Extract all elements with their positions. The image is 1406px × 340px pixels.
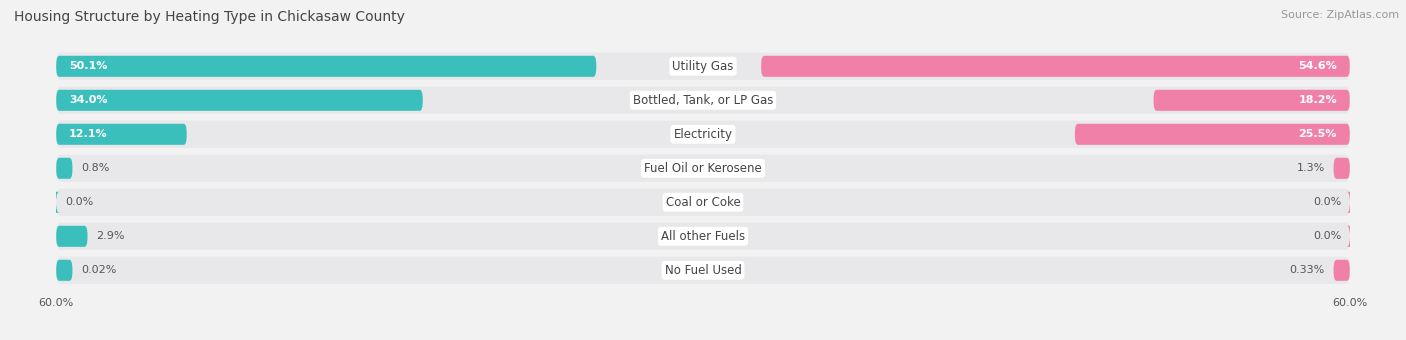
FancyBboxPatch shape bbox=[1333, 260, 1350, 281]
Text: No Fuel Used: No Fuel Used bbox=[665, 264, 741, 277]
FancyBboxPatch shape bbox=[1074, 124, 1350, 145]
Text: 0.8%: 0.8% bbox=[82, 163, 110, 173]
FancyBboxPatch shape bbox=[53, 192, 59, 213]
Text: 0.0%: 0.0% bbox=[1313, 197, 1341, 207]
FancyBboxPatch shape bbox=[56, 87, 1350, 114]
FancyBboxPatch shape bbox=[56, 223, 1350, 250]
Text: 2.9%: 2.9% bbox=[96, 231, 125, 241]
Text: Housing Structure by Heating Type in Chickasaw County: Housing Structure by Heating Type in Chi… bbox=[14, 10, 405, 24]
Text: 18.2%: 18.2% bbox=[1298, 95, 1337, 105]
FancyBboxPatch shape bbox=[56, 56, 596, 77]
Text: 34.0%: 34.0% bbox=[69, 95, 108, 105]
FancyBboxPatch shape bbox=[56, 53, 1350, 80]
Text: 0.0%: 0.0% bbox=[65, 197, 93, 207]
Text: 50.1%: 50.1% bbox=[69, 61, 107, 71]
Text: 0.33%: 0.33% bbox=[1289, 265, 1324, 275]
FancyBboxPatch shape bbox=[56, 189, 1350, 216]
FancyBboxPatch shape bbox=[56, 257, 1350, 284]
FancyBboxPatch shape bbox=[56, 121, 1350, 148]
FancyBboxPatch shape bbox=[56, 90, 423, 111]
FancyBboxPatch shape bbox=[56, 226, 87, 247]
Text: Utility Gas: Utility Gas bbox=[672, 60, 734, 73]
FancyBboxPatch shape bbox=[56, 124, 187, 145]
FancyBboxPatch shape bbox=[56, 158, 73, 179]
FancyBboxPatch shape bbox=[1347, 226, 1353, 247]
Text: Bottled, Tank, or LP Gas: Bottled, Tank, or LP Gas bbox=[633, 94, 773, 107]
Text: Source: ZipAtlas.com: Source: ZipAtlas.com bbox=[1281, 10, 1399, 20]
Text: All other Fuels: All other Fuels bbox=[661, 230, 745, 243]
FancyBboxPatch shape bbox=[56, 155, 1350, 182]
FancyBboxPatch shape bbox=[1347, 192, 1353, 213]
Text: 12.1%: 12.1% bbox=[69, 129, 108, 139]
Text: Fuel Oil or Kerosene: Fuel Oil or Kerosene bbox=[644, 162, 762, 175]
Text: 0.0%: 0.0% bbox=[1313, 231, 1341, 241]
FancyBboxPatch shape bbox=[1153, 90, 1350, 111]
FancyBboxPatch shape bbox=[56, 260, 73, 281]
Legend: Owner-occupied, Renter-occupied: Owner-occupied, Renter-occupied bbox=[585, 337, 821, 340]
Text: 0.02%: 0.02% bbox=[82, 265, 117, 275]
Text: 54.6%: 54.6% bbox=[1298, 61, 1337, 71]
Text: Electricity: Electricity bbox=[673, 128, 733, 141]
FancyBboxPatch shape bbox=[761, 56, 1350, 77]
Text: 25.5%: 25.5% bbox=[1299, 129, 1337, 139]
FancyBboxPatch shape bbox=[1333, 158, 1350, 179]
Text: 1.3%: 1.3% bbox=[1296, 163, 1324, 173]
Text: Coal or Coke: Coal or Coke bbox=[665, 196, 741, 209]
